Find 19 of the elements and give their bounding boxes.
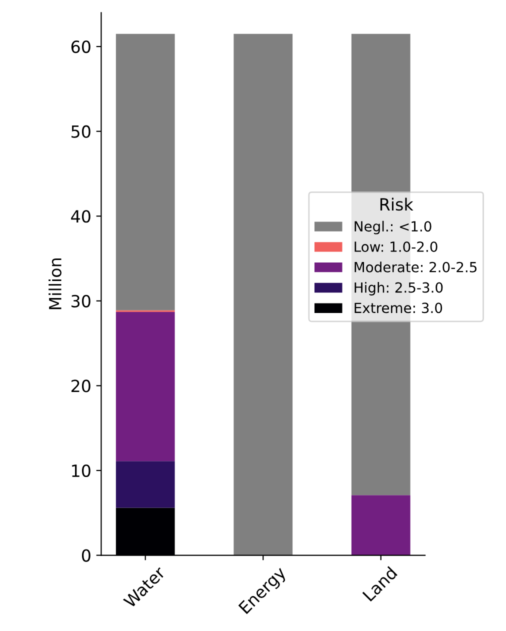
y-tick-label: 10 bbox=[72, 464, 90, 478]
legend-label: Extreme: 3.0 bbox=[354, 302, 442, 314]
y-tick-label: 30 bbox=[72, 294, 90, 308]
bar bbox=[116, 461, 175, 508]
y-axis-title: Million bbox=[48, 258, 62, 310]
legend-title: Risk bbox=[380, 198, 414, 211]
y-tick-label: 50 bbox=[72, 125, 90, 138]
y-tick-label: 20 bbox=[71, 380, 90, 392]
legend-label: Low: 1.0-2.0 bbox=[354, 241, 438, 252]
bar bbox=[116, 34, 175, 310]
y-tick-label: 60 bbox=[71, 40, 90, 54]
bar bbox=[116, 312, 175, 462]
y-tick-label: 40 bbox=[71, 210, 90, 223]
y-tick-label: 0 bbox=[82, 549, 90, 562]
legend-label: Moderate: 2.0-2.5 bbox=[354, 262, 476, 272]
bar bbox=[234, 34, 293, 556]
legend-label: Negl.: <1.0 bbox=[354, 220, 432, 234]
bar bbox=[351, 495, 410, 556]
legend-label: High: 2.5-3.0 bbox=[354, 282, 443, 296]
